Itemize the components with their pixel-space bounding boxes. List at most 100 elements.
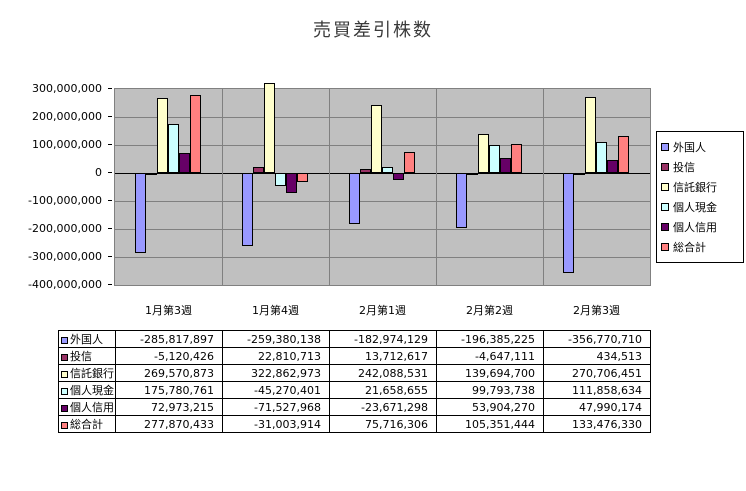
table-cell: 133,476,330 bbox=[543, 415, 651, 433]
row-marker-icon bbox=[61, 421, 68, 429]
bar-総合計-1月第4週 bbox=[297, 173, 308, 182]
bar-個人現金-2月第1週 bbox=[382, 166, 393, 173]
vertical-gridline bbox=[436, 89, 437, 285]
row-header-label: 個人信用 bbox=[70, 401, 114, 414]
bar-信託銀行-2月第2週 bbox=[478, 133, 489, 173]
y-axis-label: 300,000,000 bbox=[32, 82, 102, 95]
legend-marker-icon bbox=[661, 243, 669, 251]
y-axis-label: -100,000,000 bbox=[28, 194, 102, 207]
table-cell: 322,862,973 bbox=[222, 364, 330, 382]
data-table-grid: 外国人 -285,817,897 -259,380,138 -182,974,129-… bbox=[58, 330, 651, 433]
row-header-label: 個人現金 bbox=[70, 384, 114, 397]
table-cell: -196,385,225 bbox=[436, 330, 544, 348]
table-row-総合計: 総合計 277,870,433 -31,003,914 75,716,306 105,3… bbox=[58, 415, 651, 433]
legend-label: 総合計 bbox=[673, 241, 706, 254]
bar-個人現金-1月第3週 bbox=[168, 123, 179, 173]
table-cell: -5,120,426 bbox=[115, 347, 223, 365]
table-cell: -356,770,710 bbox=[543, 330, 651, 348]
bar-個人現金-2月第3週 bbox=[596, 141, 607, 173]
legend-item-総合計: 総合計 bbox=[661, 237, 739, 257]
table-cell: -71,527,968 bbox=[222, 398, 330, 416]
bar-個人信用-2月第2週 bbox=[500, 157, 511, 173]
row-marker-icon bbox=[61, 404, 68, 412]
table-cell: -285,817,897 bbox=[115, 330, 223, 348]
table-cell: 242,088,531 bbox=[329, 364, 437, 382]
legend-marker-icon bbox=[661, 223, 669, 231]
bar-投信-1月第4週 bbox=[253, 166, 264, 173]
y-axis-tick bbox=[108, 256, 112, 257]
bar-総合計-2月第2週 bbox=[511, 143, 522, 173]
row-marker-icon bbox=[61, 336, 68, 344]
bar-個人信用-1月第4週 bbox=[286, 173, 297, 194]
table-cell: 99,793,738 bbox=[436, 381, 544, 399]
vertical-gridline bbox=[222, 89, 223, 285]
row-header-個人現金: 個人現金 bbox=[58, 381, 116, 399]
bar-外国人-2月第3週 bbox=[563, 173, 574, 273]
row-header-label: 総合計 bbox=[70, 418, 103, 431]
bar-個人現金-2月第2週 bbox=[489, 145, 500, 173]
y-axis-tick bbox=[108, 88, 112, 89]
bar-外国人-2月第2週 bbox=[456, 173, 467, 228]
bar-総合計-2月第3週 bbox=[618, 135, 629, 173]
row-header-label: 外国人 bbox=[70, 333, 103, 346]
plot-area bbox=[114, 82, 651, 286]
bar-総合計-1月第3週 bbox=[190, 95, 201, 173]
row-header-信託銀行: 信託銀行 bbox=[58, 364, 116, 382]
x-axis-label: 2月第1週 bbox=[359, 304, 406, 317]
legend-marker-icon bbox=[661, 183, 669, 191]
bar-個人信用-1月第3週 bbox=[179, 152, 190, 173]
row-header-label: 投信 bbox=[70, 350, 92, 363]
legend: 外国人 投信 信託銀行 個人現金 個人信用 総合計 bbox=[656, 131, 744, 263]
y-axis-label: 0 bbox=[95, 166, 102, 179]
x-axis-label: 1月第4週 bbox=[252, 304, 299, 317]
legend-label: 投信 bbox=[673, 161, 695, 174]
table-cell: 105,351,444 bbox=[436, 415, 544, 433]
table-cell: 270,706,451 bbox=[543, 364, 651, 382]
data-table: 外国人 -285,817,897 -259,380,138 -182,974,129-… bbox=[58, 330, 651, 433]
vertical-gridline bbox=[329, 89, 330, 285]
bar-総合計-2月第1週 bbox=[404, 151, 415, 173]
y-axis: 300,000,000 200,000,000 100,000,000 0 -100,0… bbox=[0, 82, 112, 291]
table-cell: 75,716,306 bbox=[329, 415, 437, 433]
y-axis-label: 200,000,000 bbox=[32, 110, 102, 123]
horizontal-gridline bbox=[115, 257, 650, 258]
bar-外国人-1月第3週 bbox=[135, 173, 146, 254]
table-cell: 72,973,215 bbox=[115, 398, 223, 416]
y-axis-tick bbox=[108, 200, 112, 201]
x-axis-label: 1月第3週 bbox=[145, 304, 192, 317]
vertical-gridline bbox=[543, 89, 544, 285]
row-header-個人信用: 個人信用 bbox=[58, 398, 116, 416]
table-cell: -4,647,111 bbox=[436, 347, 544, 365]
legend-label: 個人現金 bbox=[673, 201, 717, 214]
horizontal-gridline bbox=[115, 229, 650, 230]
bar-外国人-1月第4週 bbox=[242, 173, 253, 246]
x-axis-label: 2月第2週 bbox=[466, 304, 513, 317]
bar-投信-2月第2週 bbox=[467, 173, 478, 175]
table-cell: -45,270,401 bbox=[222, 381, 330, 399]
row-marker-icon bbox=[61, 387, 68, 395]
table-row-投信: 投信 -5,120,426 22,810,713 13,712,617 -4,647,1… bbox=[58, 347, 651, 365]
y-axis-label: 100,000,000 bbox=[32, 138, 102, 151]
row-marker-icon bbox=[61, 370, 68, 378]
table-cell: 434,513 bbox=[543, 347, 651, 365]
legend-label: 個人信用 bbox=[673, 221, 717, 234]
table-cell: 139,694,700 bbox=[436, 364, 544, 382]
bar-信託銀行-2月第1週 bbox=[371, 105, 382, 173]
legend-item-個人現金: 個人現金 bbox=[661, 197, 739, 217]
table-cell: 47,990,174 bbox=[543, 398, 651, 416]
horizontal-gridline bbox=[115, 145, 650, 146]
y-axis-label: -200,000,000 bbox=[28, 222, 102, 235]
table-row-個人現金: 個人現金 175,780,761 -45,270,401 21,658,655 99,7… bbox=[58, 381, 651, 399]
bar-投信-2月第3週 bbox=[574, 172, 585, 175]
table-cell: 111,858,634 bbox=[543, 381, 651, 399]
legend-marker-icon bbox=[661, 163, 669, 171]
horizontal-gridline bbox=[115, 173, 650, 174]
table-cell: -259,380,138 bbox=[222, 330, 330, 348]
horizontal-gridline bbox=[115, 117, 650, 118]
table-cell: 21,658,655 bbox=[329, 381, 437, 399]
row-header-label: 信託銀行 bbox=[70, 367, 114, 380]
y-axis-tick bbox=[108, 144, 112, 145]
y-axis-tick bbox=[108, 116, 112, 117]
legend-item-個人信用: 個人信用 bbox=[661, 217, 739, 237]
row-header-総合計: 総合計 bbox=[58, 415, 116, 433]
